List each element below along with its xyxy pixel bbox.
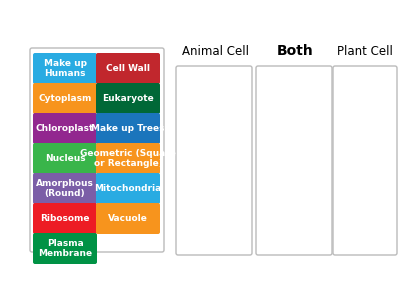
FancyBboxPatch shape (30, 48, 164, 252)
Text: Nucleus: Nucleus (45, 154, 85, 163)
FancyBboxPatch shape (96, 173, 160, 204)
Text: Plasma
Membrane: Plasma Membrane (38, 239, 92, 258)
Text: Vacuole: Vacuole (108, 214, 148, 223)
Text: Both: Both (277, 44, 313, 58)
Text: Plant Cell: Plant Cell (337, 45, 393, 58)
Text: Make up Trees: Make up Trees (91, 124, 165, 133)
FancyBboxPatch shape (96, 83, 160, 114)
FancyBboxPatch shape (33, 203, 97, 234)
FancyBboxPatch shape (33, 113, 97, 144)
Text: Eukaryote: Eukaryote (102, 94, 154, 103)
FancyBboxPatch shape (33, 143, 97, 174)
Text: Ribosome: Ribosome (40, 214, 90, 223)
FancyBboxPatch shape (96, 53, 160, 84)
FancyBboxPatch shape (333, 66, 397, 255)
FancyBboxPatch shape (96, 203, 160, 234)
Text: Mitochondria: Mitochondria (94, 184, 162, 193)
FancyBboxPatch shape (33, 173, 97, 204)
FancyBboxPatch shape (96, 143, 160, 174)
FancyBboxPatch shape (176, 66, 252, 255)
Text: Cell Wall: Cell Wall (106, 64, 150, 73)
FancyBboxPatch shape (33, 83, 97, 114)
FancyBboxPatch shape (33, 53, 97, 84)
FancyBboxPatch shape (256, 66, 332, 255)
Text: Amorphous
(Round): Amorphous (Round) (36, 179, 94, 198)
FancyBboxPatch shape (96, 113, 160, 144)
Text: Make up
Humans: Make up Humans (44, 59, 86, 78)
Text: Animal Cell: Animal Cell (182, 45, 248, 58)
Text: Geometric (Square
or Rectangle): Geometric (Square or Rectangle) (80, 149, 176, 168)
Text: Chloroplast: Chloroplast (36, 124, 94, 133)
Text: Cytoplasm: Cytoplasm (38, 94, 92, 103)
FancyBboxPatch shape (33, 233, 97, 264)
